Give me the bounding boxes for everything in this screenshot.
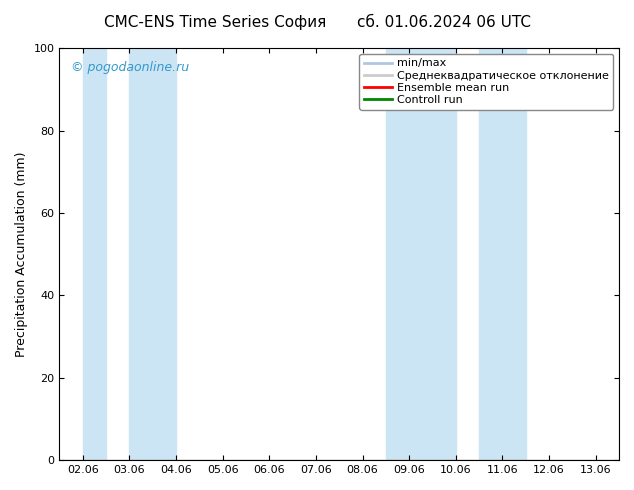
Bar: [386, 49, 456, 460]
Bar: [129, 49, 176, 460]
Text: © pogodaonline.ru: © pogodaonline.ru: [70, 61, 189, 74]
Text: CMC-ENS Time Series София: CMC-ENS Time Series София: [105, 15, 327, 30]
Y-axis label: Precipitation Accumulation (mm): Precipitation Accumulation (mm): [15, 151, 28, 357]
Legend: min/max, Среднеквадратическое отклонение, Ensemble mean run, Controll run: min/max, Среднеквадратическое отклонение…: [359, 54, 614, 109]
Text: сб. 01.06.2024 06 UTC: сб. 01.06.2024 06 UTC: [357, 15, 531, 30]
Bar: [82, 49, 106, 460]
Bar: [619, 49, 634, 460]
Bar: [479, 49, 526, 460]
